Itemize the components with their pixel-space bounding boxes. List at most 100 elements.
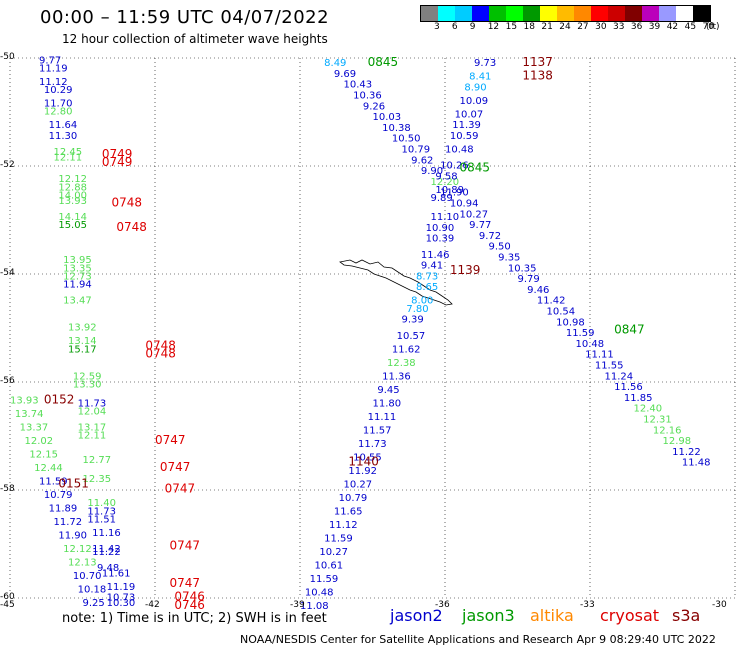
wave-height-value: 9.26 bbox=[363, 101, 385, 112]
pass-time-label: 0847 bbox=[614, 322, 645, 336]
wave-height-value: 14.14 bbox=[58, 212, 87, 223]
wave-height-value: 10.54 bbox=[547, 307, 576, 318]
pass-time-label: 0747 bbox=[165, 482, 196, 496]
legend-swatch bbox=[557, 6, 574, 21]
satellite-altika: altika bbox=[530, 606, 574, 625]
wave-height-value: 11.22 bbox=[92, 547, 121, 558]
wave-height-value: 10.07 bbox=[455, 109, 484, 120]
wave-height-value: 12.80 bbox=[44, 107, 73, 118]
satellite-cryosat: cryosat bbox=[600, 606, 660, 625]
wave-height-value: 9.39 bbox=[402, 315, 424, 326]
legend-tick-label: 45 bbox=[684, 22, 697, 32]
wave-height-value: 12.12 bbox=[63, 544, 92, 555]
pass-time-label: 1140 bbox=[348, 455, 379, 469]
wave-height-value: 10.30 bbox=[107, 598, 136, 609]
wave-height-value: 11.30 bbox=[49, 131, 78, 142]
wave-height-value: 8.41 bbox=[469, 72, 491, 83]
wave-height-value: 12.38 bbox=[387, 358, 416, 369]
wave-height-value: 10.55 bbox=[353, 452, 382, 463]
wave-height-value: 10.89 bbox=[435, 185, 464, 196]
legend-tick-label: 15 bbox=[505, 22, 518, 32]
wave-height-value: 12.88 bbox=[58, 182, 87, 193]
wave-height-value: 9.48 bbox=[97, 563, 119, 574]
south-georgia-coastline bbox=[339, 259, 453, 306]
wave-height-value: 11.59 bbox=[566, 328, 595, 339]
wave-height-value: 12.20 bbox=[431, 177, 460, 188]
pass-time-label: 0845 bbox=[460, 160, 491, 174]
wave-height-value: 10.09 bbox=[460, 96, 489, 107]
wave-height-value: 10.98 bbox=[556, 317, 585, 328]
legend-tick-label: 42 bbox=[666, 22, 679, 32]
legend-tick-label: 30 bbox=[595, 22, 607, 32]
legend-swatch bbox=[506, 6, 523, 21]
wave-height-value: 12.98 bbox=[663, 436, 692, 447]
longitude-label: -30 bbox=[712, 600, 727, 610]
wave-height-value: 10.50 bbox=[392, 134, 421, 145]
latitude-label: -58 bbox=[0, 484, 15, 494]
wave-height-value: 10.35 bbox=[508, 263, 537, 274]
wave-height-value: 11.94 bbox=[63, 280, 92, 291]
legend-swatch bbox=[523, 6, 540, 21]
pass-time-label: 0151 bbox=[58, 476, 89, 490]
satellite-s3a: s3a bbox=[672, 606, 701, 625]
legend-swatch bbox=[472, 6, 489, 21]
longitude-label: -36 bbox=[435, 600, 450, 610]
wave-height-value: 13.92 bbox=[68, 323, 97, 334]
wave-height-value: 14.00 bbox=[58, 190, 87, 201]
map-plot: 9.7711.1911.1210.2911.7012.8011.6411.301… bbox=[9, 55, 736, 610]
latitude-label: -50 bbox=[0, 52, 15, 62]
wave-height-value: 12.44 bbox=[34, 463, 63, 474]
wave-height-value: 9.50 bbox=[489, 242, 511, 253]
legend-swatch bbox=[625, 6, 642, 21]
wave-height-value: 10.48 bbox=[445, 145, 474, 156]
wave-height-value: 13.17 bbox=[78, 423, 107, 434]
wave-height-value: 11.80 bbox=[373, 398, 402, 409]
wave-height-value: 10.29 bbox=[44, 85, 73, 96]
wave-height-value: 12.40 bbox=[634, 404, 663, 415]
wave-height-value: 11.73 bbox=[87, 506, 116, 517]
pass-time-label: 0748 bbox=[116, 220, 147, 234]
wave-height-value: 11.65 bbox=[334, 506, 363, 517]
wave-height-value: 10.18 bbox=[78, 585, 107, 596]
wave-height-value: 11.12 bbox=[39, 77, 68, 88]
pass-time-label: 1138 bbox=[522, 69, 553, 83]
wave-height-value: 13.30 bbox=[73, 379, 102, 390]
longitude-label: -45 bbox=[0, 600, 15, 610]
observations: 9.7711.1911.1210.2911.7012.8011.6411.301… bbox=[10, 55, 710, 610]
wave-height-value: 9.35 bbox=[498, 253, 520, 264]
wave-height-value: 11.08 bbox=[300, 601, 329, 610]
wave-height-value: 8.90 bbox=[464, 82, 486, 93]
legend-tick-label: 12 bbox=[487, 22, 500, 32]
wave-height-value: 9.77 bbox=[39, 55, 61, 66]
legend-tick-label: 39 bbox=[648, 22, 661, 32]
grid-lines bbox=[9, 57, 736, 599]
wave-height-value: 11.59 bbox=[324, 533, 353, 544]
legend-swatch bbox=[608, 6, 625, 21]
pass-time-label: 0747 bbox=[155, 433, 186, 447]
wave-height-value: 15.05 bbox=[58, 220, 87, 231]
satellite-jason2: jason2 bbox=[390, 606, 443, 625]
wave-height-value: 12.59 bbox=[73, 371, 102, 382]
wave-height-value: 10.59 bbox=[450, 131, 479, 142]
wave-height-value: 9.79 bbox=[518, 274, 540, 285]
legend-tick-label: 70 bbox=[702, 22, 714, 32]
wave-height-value: 11.64 bbox=[49, 120, 78, 131]
wave-height-value: 10.70 bbox=[73, 571, 102, 582]
legend-swatch bbox=[574, 6, 591, 21]
wave-height-value: 10.57 bbox=[397, 331, 426, 342]
pass-time-label: 0748 bbox=[145, 347, 176, 361]
wave-height-value: 11.92 bbox=[348, 466, 377, 477]
wave-height-value: 12.04 bbox=[78, 406, 107, 417]
legend-swatch bbox=[455, 6, 472, 21]
pass-time-label: 0748 bbox=[145, 339, 176, 353]
legend-tick-label: 36 bbox=[630, 22, 643, 32]
wave-height-value: 11.51 bbox=[87, 514, 116, 525]
legend-tick-label: 24 bbox=[559, 22, 571, 32]
pass-time-label: 1137 bbox=[522, 55, 553, 69]
legend-unit: (ft) bbox=[706, 22, 720, 32]
wave-height-value: 11.73 bbox=[358, 439, 387, 450]
wave-height-value: 11.73 bbox=[78, 398, 107, 409]
wave-height-value: 9.62 bbox=[411, 155, 433, 166]
wave-height-value: 13.37 bbox=[20, 423, 49, 434]
